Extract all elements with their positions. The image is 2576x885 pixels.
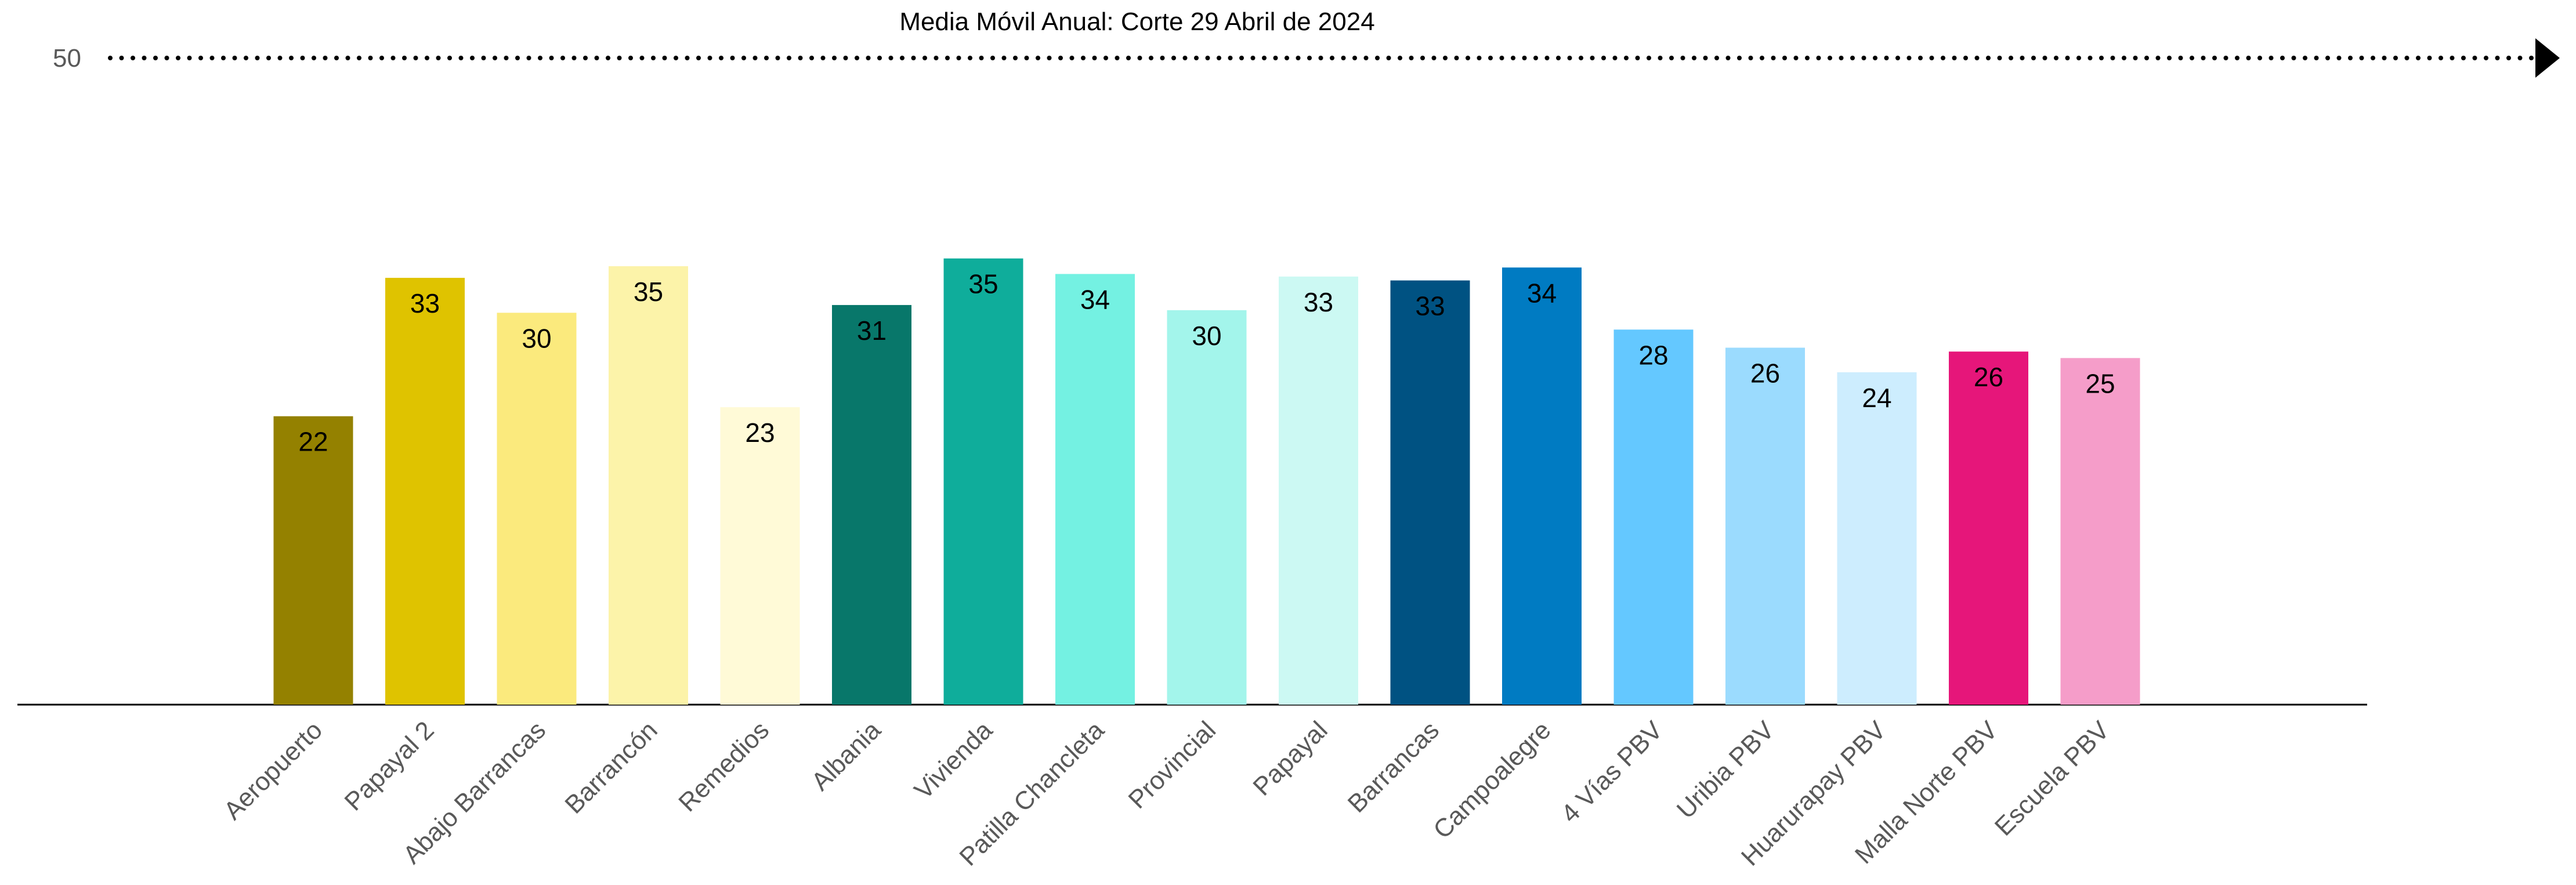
bar	[609, 266, 688, 705]
bar	[1055, 274, 1135, 705]
bar	[1502, 267, 1582, 705]
x-tick-label: 4 Vías PBV	[1555, 716, 1668, 828]
bar	[1949, 351, 2028, 705]
bar	[497, 313, 577, 705]
data-label: 25	[2085, 368, 2115, 398]
x-tick-label: Provincial	[1123, 716, 1222, 814]
chart-title: Media Móvil Anual: Corte 29 Abril de 202…	[899, 8, 1374, 36]
bar	[832, 304, 911, 705]
data-label: 26	[1974, 362, 2003, 392]
x-tick-label: Barrancas	[1343, 716, 1445, 818]
bar	[273, 416, 353, 705]
bar	[1613, 329, 1694, 705]
x-tick-label: Campoalegre	[1428, 716, 1556, 844]
x-tick-label: Albania	[806, 716, 887, 796]
bar	[720, 407, 800, 705]
x-tick-label: Barrancón	[559, 716, 663, 819]
data-label: 23	[745, 418, 775, 448]
bar	[1390, 280, 1470, 705]
data-label: 30	[522, 323, 551, 353]
x-tick-label: Escuela PBV	[1989, 716, 2115, 842]
bars-group	[273, 258, 2140, 705]
x-tick-label: Remedios	[673, 716, 775, 817]
x-tick-label: Uribia PBV	[1671, 716, 1780, 824]
data-label: 34	[1527, 278, 1557, 308]
data-labels-group: 22 33 30 35 23 31 35 34 30 33 33 34 28 26 24 26 25	[298, 269, 2115, 457]
x-tick-label: Aeropuerto	[218, 716, 328, 825]
data-label: 33	[410, 288, 440, 318]
x-tick-label: Vivienda	[909, 716, 998, 805]
data-label: 31	[857, 315, 887, 346]
data-label: 34	[1080, 284, 1110, 314]
reference-line-arrow	[2535, 38, 2560, 78]
bar	[943, 258, 1023, 705]
data-label: 33	[1415, 291, 1445, 321]
data-label: 24	[1862, 383, 1891, 413]
data-label: 30	[1192, 321, 1221, 351]
data-label: 22	[298, 427, 328, 457]
reference-line	[108, 38, 2560, 78]
data-label: 28	[1638, 340, 1668, 370]
bar	[1725, 347, 1805, 705]
data-label: 26	[1750, 358, 1780, 389]
bar	[2060, 358, 2140, 705]
bar	[1167, 310, 1247, 705]
x-tick-label: Papayal	[1247, 716, 1333, 801]
bar	[1279, 276, 1358, 705]
bar	[385, 278, 465, 705]
bar	[1837, 372, 1917, 705]
reference-line-label: 50	[53, 44, 81, 72]
data-label: 33	[1304, 287, 1333, 317]
data-label: 35	[634, 277, 663, 307]
data-label: 35	[968, 269, 998, 299]
x-tick-label: Papayal 2	[339, 716, 440, 816]
